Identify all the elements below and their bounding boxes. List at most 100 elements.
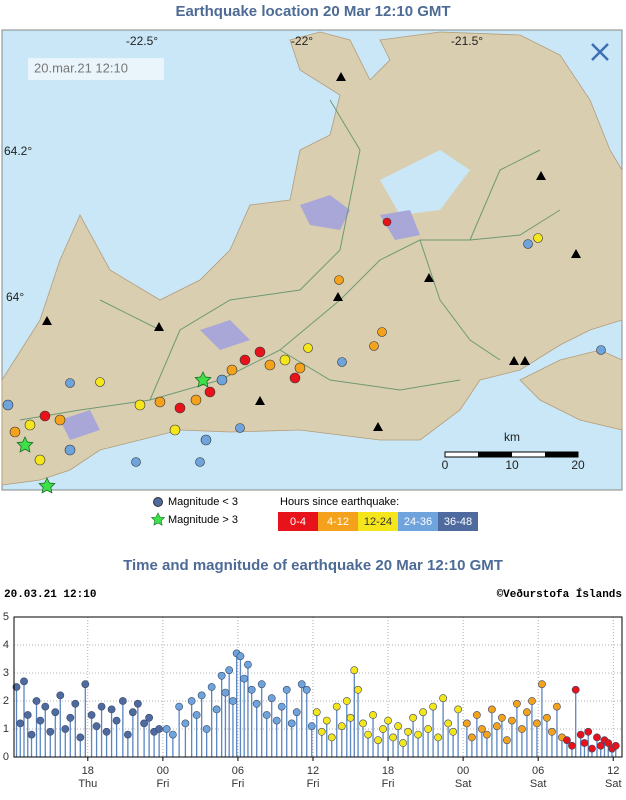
quake-point	[498, 713, 506, 722]
x-tick-label: 18	[82, 765, 94, 777]
quake-point	[596, 741, 605, 750]
quake-point	[46, 727, 55, 736]
x-tick-sublabel: Sat	[455, 778, 472, 790]
quake-point	[175, 702, 184, 711]
quake-point	[181, 719, 190, 728]
quake-point	[302, 685, 311, 694]
scale-bar: km 0 10 20	[442, 430, 585, 472]
quake-dots	[2, 217, 606, 467]
legend-label: Magnitude > 3	[168, 514, 238, 526]
plot-frame	[13, 616, 623, 758]
hours-swatch	[278, 512, 318, 531]
quake-point	[97, 702, 106, 711]
hours-label: 4-12	[327, 516, 349, 528]
quake-point	[513, 699, 521, 708]
quake-point	[508, 716, 516, 725]
credit: ©Veðurstofa Íslands	[497, 587, 622, 601]
quake-point	[503, 736, 511, 745]
quake-point	[419, 708, 427, 717]
quake-point	[528, 697, 536, 705]
quake-point	[282, 685, 291, 694]
quake-point	[389, 733, 397, 742]
quake-point	[350, 666, 359, 675]
quake-point	[409, 713, 417, 722]
quake-point	[66, 713, 75, 722]
quake-point	[102, 727, 111, 736]
y-tick-label: 4	[3, 639, 9, 651]
map-title: Earthquake location 20 Mar 12:10 GMT	[175, 3, 450, 20]
quake-point	[467, 733, 476, 742]
hours-label: 36-48	[444, 516, 472, 528]
scale-tick: 0	[442, 458, 449, 472]
quake-point	[543, 713, 551, 722]
quake-point	[568, 741, 576, 750]
quake-point	[272, 716, 281, 725]
quake-point	[56, 691, 65, 700]
quake-point	[322, 716, 331, 725]
quake-point	[359, 719, 367, 728]
quake-point	[123, 730, 132, 739]
x-tick-label: 18	[382, 765, 394, 777]
hours-title: Hours since earthquake:	[280, 496, 399, 508]
quake-point	[267, 694, 276, 703]
y-tick-label: 3	[3, 667, 9, 679]
plot-area	[14, 617, 622, 757]
quake-point	[107, 705, 116, 714]
quake-point	[187, 697, 196, 705]
lon-label: -21.5°	[451, 34, 483, 48]
quake-point	[332, 702, 341, 711]
quake-point	[342, 697, 351, 705]
quake-point	[257, 680, 266, 689]
quake-point	[287, 719, 296, 728]
hours-label: 24-36	[404, 516, 432, 528]
quake-point	[369, 711, 377, 719]
legend-star	[150, 512, 166, 526]
hours-swatch	[318, 512, 358, 531]
quake-point	[225, 666, 234, 675]
quake-point	[32, 697, 41, 705]
timestamp-box	[28, 58, 164, 80]
quake-point	[462, 719, 471, 728]
quake-point	[12, 683, 21, 691]
quake-point	[414, 730, 422, 739]
quake-point	[327, 733, 336, 742]
quake-point	[16, 719, 25, 728]
legend-label: Magnitude < 3	[168, 496, 238, 508]
scale-unit: km	[504, 430, 520, 444]
quake-point	[27, 730, 36, 739]
quake-point	[482, 730, 491, 739]
quake-point	[576, 730, 585, 739]
quake-point	[477, 725, 486, 733]
lon-label: -22°	[291, 34, 313, 48]
lat-label: 64.2°	[4, 144, 32, 158]
quake-point	[192, 711, 201, 719]
quake-point	[538, 680, 546, 689]
quake-point	[221, 688, 230, 697]
hours-swatch	[358, 512, 398, 531]
quake-point	[364, 730, 372, 739]
x-tick-label: 06	[532, 765, 544, 777]
quake-point	[162, 725, 171, 733]
x-tick-label: 00	[157, 765, 169, 777]
quake-point	[604, 739, 613, 747]
quake-point	[399, 739, 407, 747]
quake-point	[571, 685, 580, 694]
quake-point	[374, 736, 382, 745]
quake-point	[346, 713, 355, 722]
quake-point	[240, 674, 249, 683]
quake-point	[168, 730, 177, 739]
x-tick-sublabel: Fri	[382, 778, 395, 790]
quake-point	[307, 722, 316, 731]
quake-point	[252, 699, 261, 708]
quake-point	[133, 699, 142, 708]
quake-point	[580, 739, 589, 747]
quake-point	[429, 702, 437, 711]
quake-point	[76, 733, 85, 742]
quake-point	[36, 716, 45, 725]
chart-title: Time and magnitude of earthquake 20 Mar …	[123, 557, 503, 574]
y-tick-label: 5	[3, 611, 9, 623]
hours-legend: 0-4 4-12 12-24 24-36 36-48	[278, 512, 478, 531]
quake-point	[533, 719, 541, 728]
